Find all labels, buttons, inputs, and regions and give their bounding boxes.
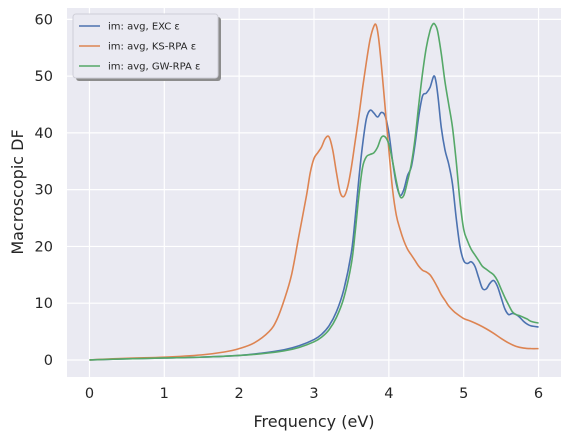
x-tick-label: 0 <box>85 386 94 402</box>
x-tick-label: 6 <box>534 386 543 402</box>
x-tick-label: 3 <box>309 386 318 402</box>
legend: im: avg, EXC ε im: avg, KS-RPA ε im: avg, … <box>72 13 221 81</box>
series-line-3 <box>89 22 539 361</box>
legend-label: im: avg, KS-RPA ε <box>108 42 196 53</box>
legend-box <box>72 13 219 79</box>
x-tick-label: 1 <box>160 386 169 402</box>
legend-label: im: avg, EXC ε <box>108 22 180 33</box>
x-axis-ticks: 0 1 2 3 4 5 6 <box>85 386 543 402</box>
y-tick-label: 50 <box>35 69 53 85</box>
x-tick-label: 4 <box>384 386 393 402</box>
series-line-2 <box>89 23 539 361</box>
y-tick-label: 30 <box>35 183 53 199</box>
x-tick-label: 2 <box>235 386 244 402</box>
y-tick-label: 0 <box>44 353 53 369</box>
series-line-1 <box>89 75 539 361</box>
y-tick-label: 10 <box>35 296 53 312</box>
x-tick-label: 5 <box>459 386 468 402</box>
series-lines <box>89 22 539 361</box>
y-tick-label: 20 <box>35 239 53 255</box>
x-axis-label: Frequency (eV) <box>253 412 374 431</box>
y-axis-label: Macroscopic DF <box>8 129 27 254</box>
y-tick-label: 60 <box>35 12 53 28</box>
legend-label: im: avg, GW-RPA ε <box>108 62 200 73</box>
y-axis-ticks: 0 10 20 30 40 50 60 <box>35 12 53 369</box>
y-tick-label: 40 <box>35 126 53 142</box>
grid <box>67 8 561 377</box>
